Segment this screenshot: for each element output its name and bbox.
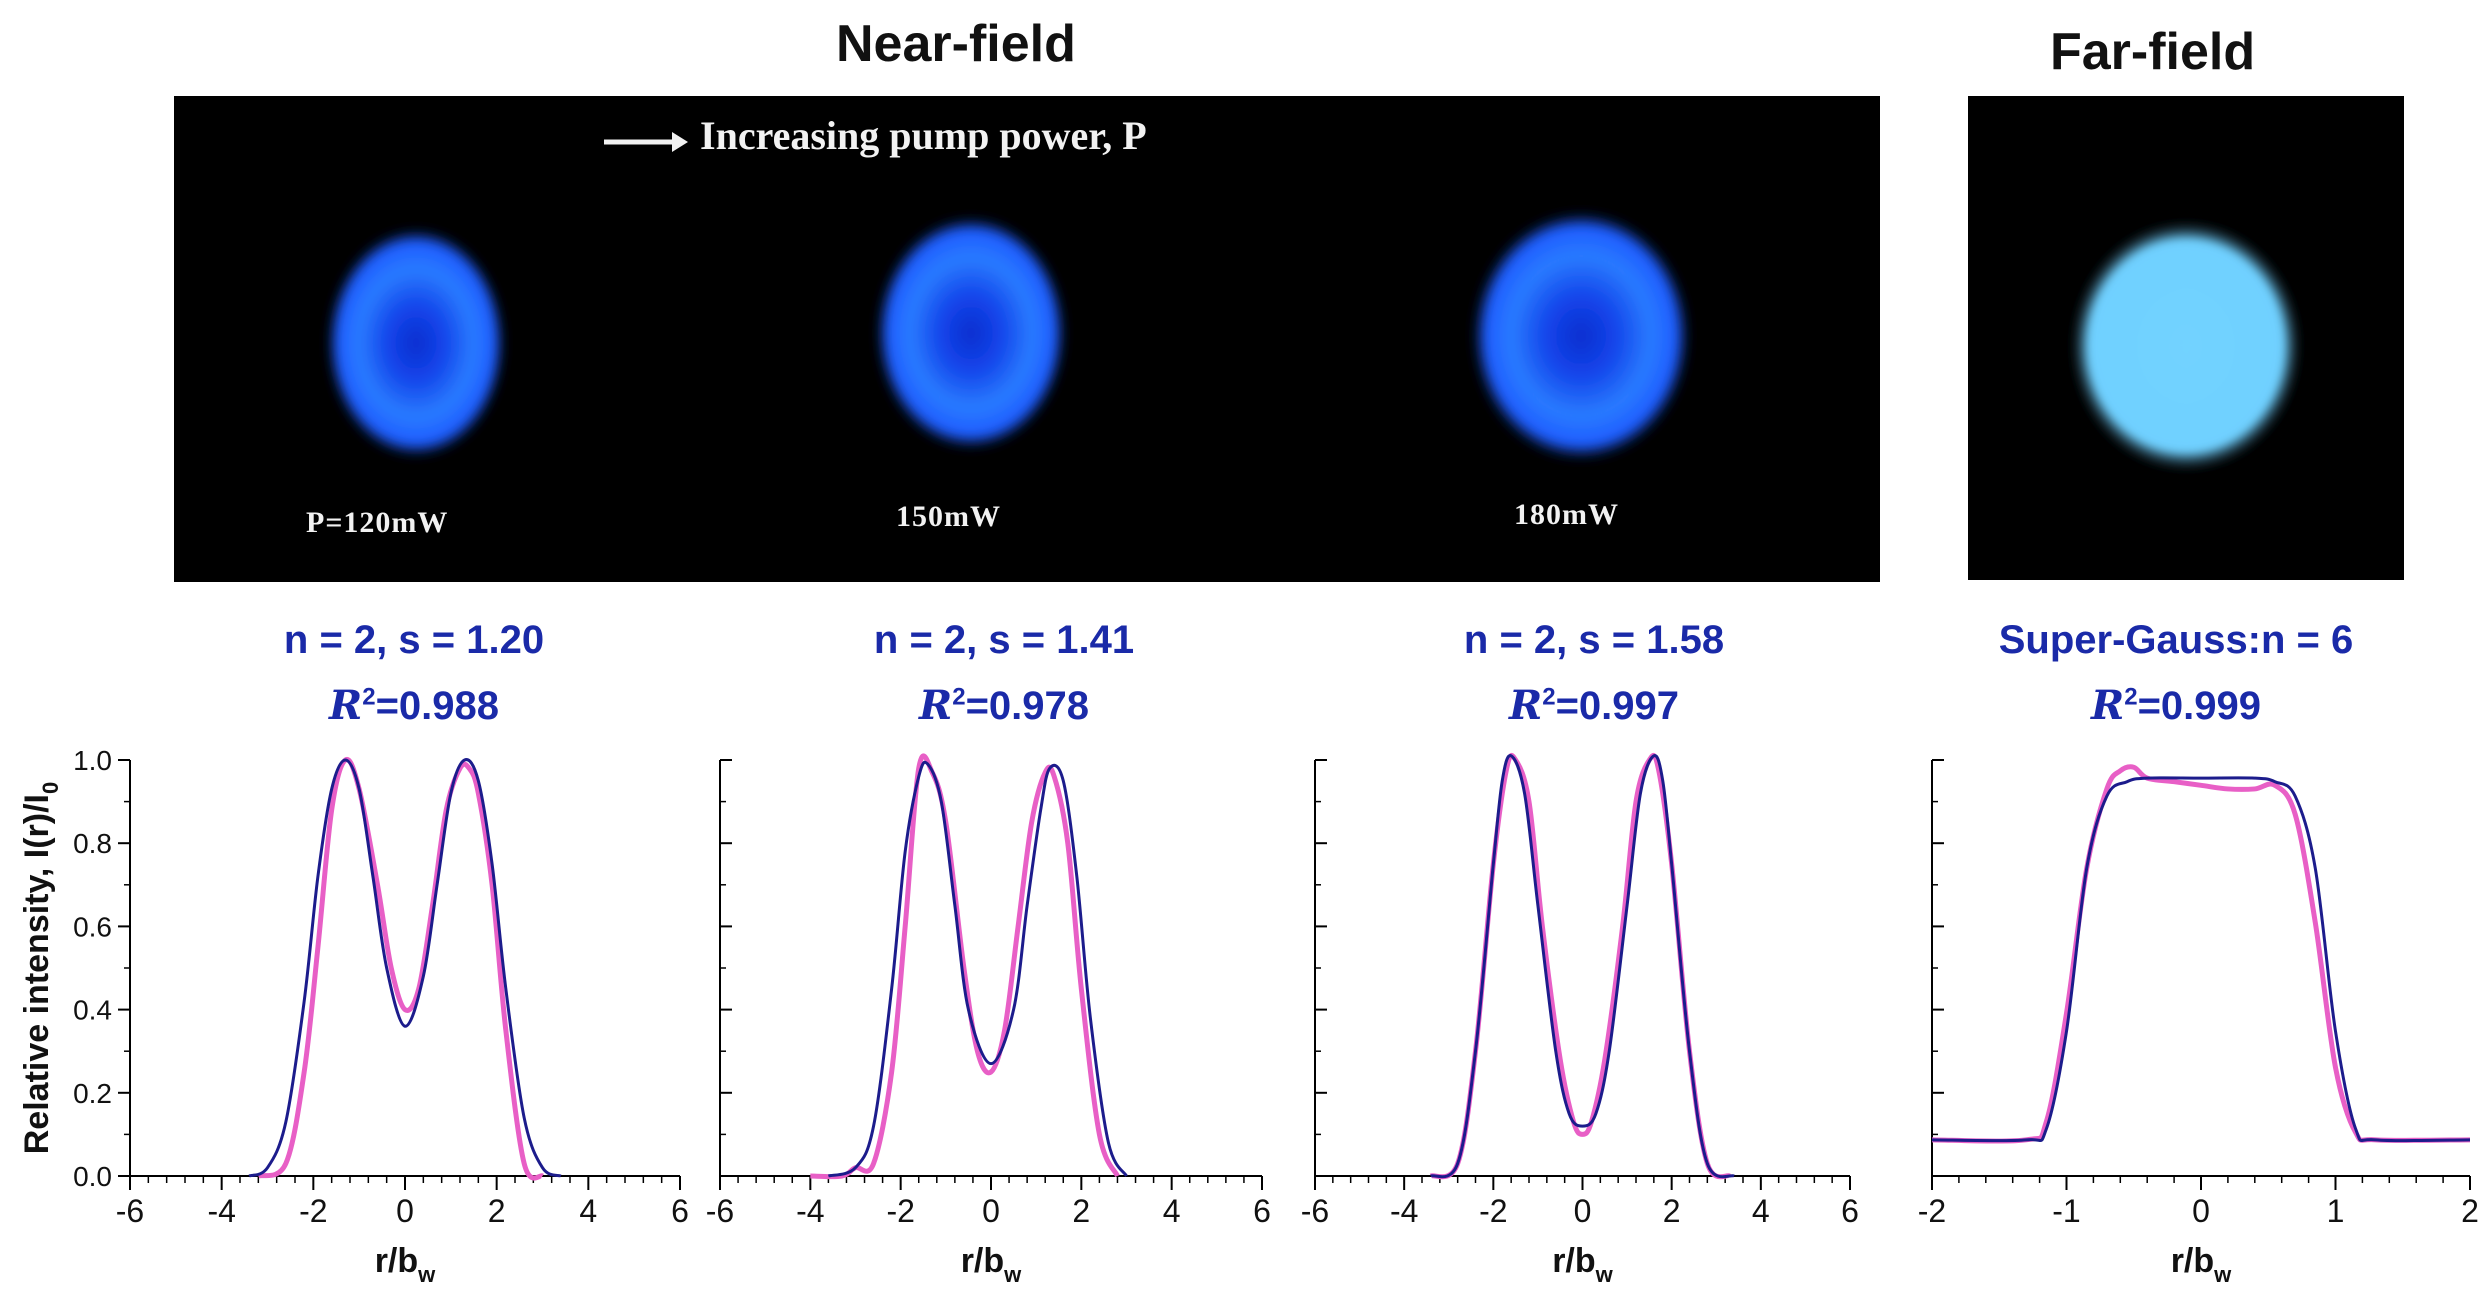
chart-3: -6 -4 -2 0 2 4 6 r/bw (1301, 753, 1859, 1287)
measured-series-line (1429, 753, 1731, 1180)
y-axis-label: Relative intensity, I(r)/I0 (18, 782, 63, 1155)
intensity-profile-charts: -6 -4 -2 0 2 4 6 0.0 0.2 0.4 0.6 0.8 1.0 r/bw Relative… (18, 745, 2479, 1287)
far-field-beam-spot (2068, 218, 2304, 474)
y-tick-label: 0.6 (73, 911, 112, 942)
far-field-image (1968, 96, 2404, 580)
measured-series-line (257, 756, 544, 1181)
x-tick-label: 2 (488, 1193, 506, 1229)
chart-4: -2 -1 0 1 2 r/bw (1918, 759, 2479, 1287)
beam-spot-180mw (1469, 208, 1693, 464)
x-tick-label: 6 (671, 1193, 689, 1229)
x-tick-label: 6 (1253, 1193, 1271, 1229)
x-axis-label: r/bw (961, 1242, 1022, 1287)
x-tick-label: -4 (207, 1193, 235, 1229)
x-tick-label: 0 (982, 1193, 1000, 1229)
fit-label-4-params: Super-Gauss:n = 6 (1998, 618, 2354, 662)
x-tick-label: -6 (116, 1193, 144, 1229)
fit-label-1-params: n = 2, s = 1.20 (283, 618, 545, 662)
beam-label-120mw: P=120mW (306, 506, 449, 539)
x-tick-label: -6 (706, 1193, 734, 1229)
x-tick-label: 0 (2192, 1193, 2210, 1229)
x-tick-label: 6 (1841, 1193, 1859, 1229)
beam-spot-150mw (873, 213, 1069, 453)
beam-spot-120mw (324, 225, 508, 461)
fit-label-1-r2: R2=0.988 (328, 682, 500, 729)
measured-series-line (1931, 764, 2471, 1144)
near-field-beams (324, 132, 1693, 464)
measured-series-line (810, 753, 1120, 1180)
y-tick-label: 0.4 (73, 995, 112, 1026)
y-tick-label: 1.0 (73, 745, 112, 776)
x-tick-label: -2 (1918, 1193, 1946, 1229)
fit-series-line (248, 758, 562, 1178)
x-tick-label: -2 (299, 1193, 327, 1229)
near-field-image: Increasing pump power, P P=120mW 150mW 1… (174, 96, 1880, 582)
fit-series-line (1430, 754, 1735, 1179)
y-tick-label: 0.2 (73, 1078, 112, 1109)
arrow-icon (604, 132, 688, 152)
x-tick-label: 2 (1072, 1193, 1090, 1229)
far-field-header: Far-field (2050, 23, 2256, 81)
x-tick-label: 2 (2461, 1193, 2479, 1229)
y-tick-label: 0.0 (73, 1161, 112, 1192)
x-tick-label: -4 (1390, 1193, 1418, 1229)
x-axis-label: r/bw (1552, 1242, 1613, 1287)
y-tick-label: 0.8 (73, 828, 112, 859)
fit-label-2-params: n = 2, s = 1.41 (873, 618, 1135, 662)
fit-series-line (1931, 776, 2471, 1143)
pump-power-arrow-label: Increasing pump power, P (700, 113, 1147, 158)
beam-label-180mw: 180mW (1514, 498, 1619, 531)
x-tick-label: 1 (2327, 1193, 2345, 1229)
beam-label-150mw: 150mW (896, 500, 1001, 533)
x-tick-label: 0 (1574, 1193, 1592, 1229)
x-tick-label: -6 (1301, 1193, 1329, 1229)
fit-label-3-params: n = 2, s = 1.58 (1463, 618, 1725, 662)
x-tick-label: 4 (579, 1193, 597, 1229)
x-tick-label: 0 (396, 1193, 414, 1229)
fit-label-2-r2: R2=0.978 (918, 682, 1090, 729)
x-tick-label: 2 (1663, 1193, 1681, 1229)
x-axis-label: r/bw (375, 1242, 436, 1287)
x-tick-label: -4 (796, 1193, 824, 1229)
x-axis-label: r/bw (2171, 1242, 2232, 1287)
x-tick-label: 4 (1752, 1193, 1770, 1229)
fit-label-4-r2: R2=0.999 (2090, 682, 2262, 729)
x-tick-label: -2 (886, 1193, 914, 1229)
fit-label-3-r2: R2=0.997 (1508, 682, 1680, 729)
near-field-header: Near-field (836, 15, 1076, 73)
chart-2: -6 -4 -2 0 2 4 6 r/bw (706, 753, 1271, 1287)
x-tick-label: -1 (2052, 1193, 2080, 1229)
x-tick-label: -2 (1479, 1193, 1507, 1229)
fit-series-line (827, 760, 1128, 1178)
x-tick-label: 4 (1163, 1193, 1181, 1229)
chart-1: -6 -4 -2 0 2 4 6 0.0 0.2 0.4 0.6 0.8 1.0 r/bw Relative… (18, 745, 689, 1287)
